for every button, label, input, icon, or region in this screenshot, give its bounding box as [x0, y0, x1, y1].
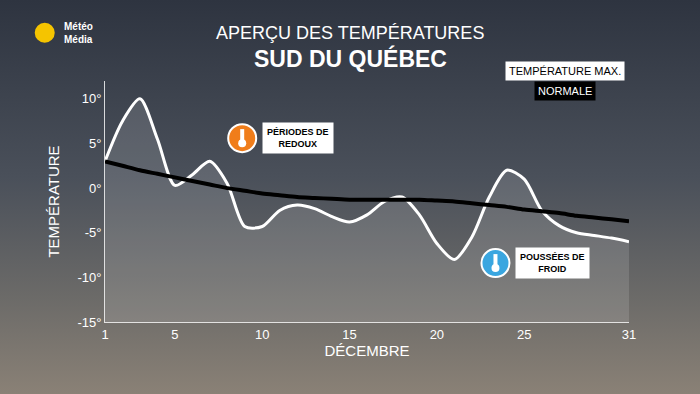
svg-text:5: 5	[171, 327, 178, 342]
svg-text:PÉRIODES DEREDOUX: PÉRIODES DEREDOUX	[267, 127, 329, 149]
svg-text:-15°: -15°	[77, 315, 101, 330]
svg-text:-5°: -5°	[85, 225, 102, 240]
svg-text:POUSSÉES DEFROID: POUSSÉES DEFROID	[520, 252, 585, 274]
svg-text:MétéoMédia: MétéoMédia	[64, 21, 93, 45]
svg-text:APERÇU DES TEMPÉRATURES: APERÇU DES TEMPÉRATURES	[216, 23, 484, 43]
svg-text:TEMPÉRATURE MAX.: TEMPÉRATURE MAX.	[509, 65, 621, 77]
svg-text:NORMALE: NORMALE	[538, 85, 592, 97]
svg-text:20: 20	[430, 327, 444, 342]
svg-text:-10°: -10°	[77, 270, 101, 285]
svg-text:0°: 0°	[89, 181, 101, 196]
svg-text:DÉCEMBRE: DÉCEMBRE	[324, 342, 409, 359]
svg-text:SUD DU QUÉBEC: SUD DU QUÉBEC	[254, 45, 447, 72]
svg-text:25: 25	[517, 327, 531, 342]
svg-text:1: 1	[101, 327, 108, 342]
svg-text:10: 10	[255, 327, 269, 342]
svg-text:TEMPÉRATURE: TEMPÉRATURE	[45, 145, 62, 257]
svg-text:5°: 5°	[89, 136, 101, 151]
svg-text:31: 31	[622, 327, 636, 342]
svg-text:15: 15	[342, 327, 356, 342]
svg-text:10°: 10°	[82, 91, 102, 106]
